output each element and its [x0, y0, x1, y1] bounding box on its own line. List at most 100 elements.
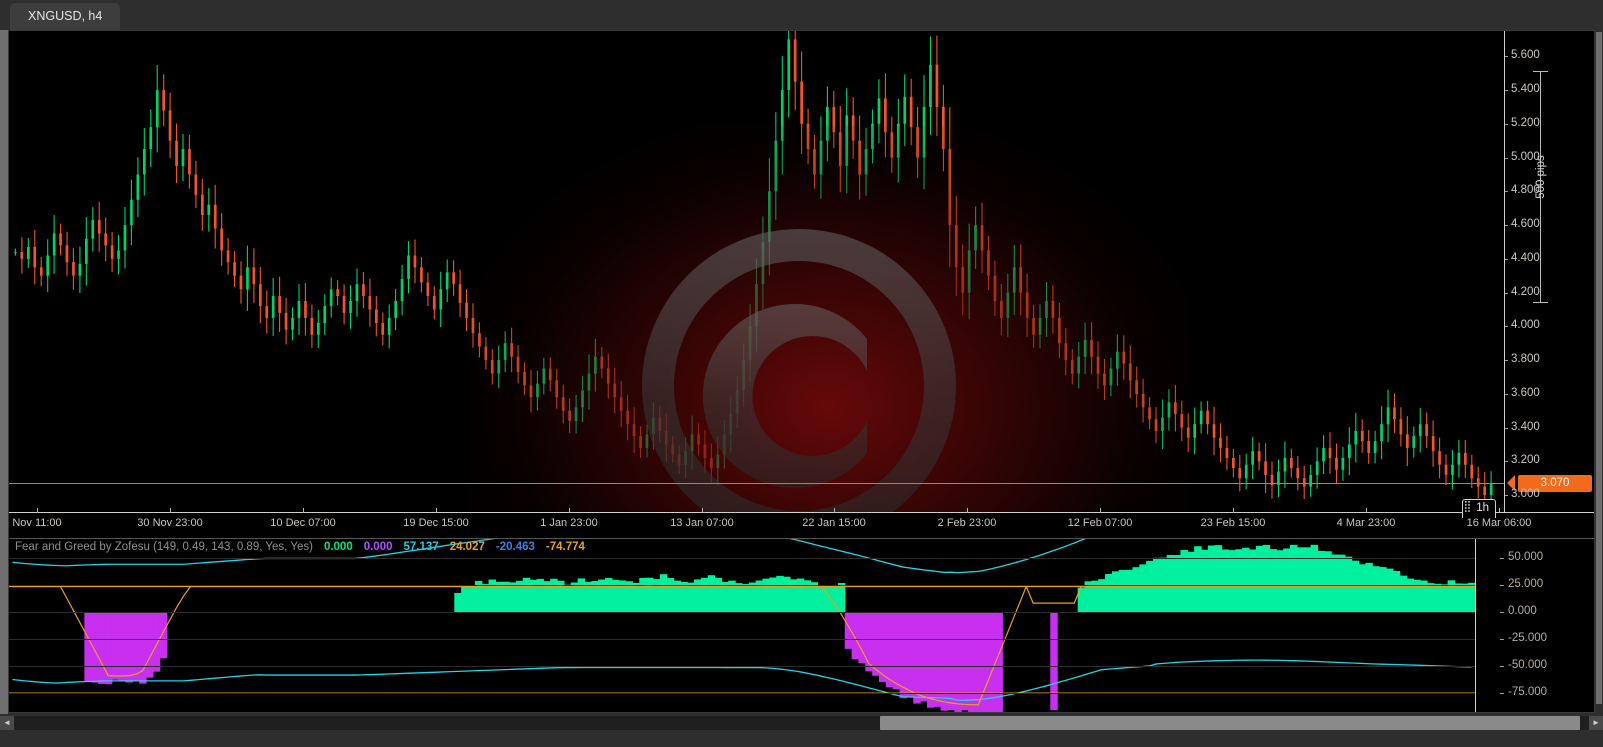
time-tick-label: 10 Dec 07:00 [270, 517, 336, 529]
indicator-tick-label: -50.000 [1508, 659, 1548, 671]
time-tick-label: 30 Nov 23:00 [137, 517, 203, 529]
time-tick-label: 23 Feb 15:00 [1200, 517, 1266, 529]
left-edge-strip [0, 30, 8, 714]
indicator-tick-label: 25.000 [1508, 578, 1544, 590]
indicator-value-3: 57.137 [403, 541, 439, 553]
indicator-values: 0.000 0.000 57.137 24.027 -20.463 -74.774 [313, 541, 585, 553]
time-tick-label: 1 Jan 23:00 [540, 517, 598, 529]
scroll-left-arrow[interactable]: ◄ [0, 716, 14, 730]
indicator-value-5: -20.463 [495, 541, 535, 553]
indicator-tick-mark [1500, 558, 1504, 559]
pips-measure-bracket: 500 pips [1529, 71, 1551, 303]
price-tick-label: 3.600 [1511, 387, 1540, 399]
indicator-value-4: 24.027 [449, 541, 485, 553]
time-tick-mark [170, 508, 171, 513]
price-tick-label: 3.400 [1511, 421, 1540, 433]
time-tick-mark [1100, 508, 1101, 513]
price-tick-mark [1505, 124, 1508, 125]
price-tick-mark [1505, 225, 1508, 226]
price-tick-label: 3.000 [1511, 488, 1540, 500]
indicator-gridline [9, 639, 1475, 640]
price-tick-mark [1505, 394, 1508, 395]
vertical-scrollbar[interactable] [1595, 0, 1603, 714]
vertical-scrollbar-thumb[interactable] [1596, 32, 1602, 704]
price-tick-label: 5.400 [1511, 83, 1540, 95]
price-pane[interactable]: 500 pips 3.070 5.600 5.400 5.200 5.000 4.800… [9, 31, 1594, 512]
scrollbar-thumb[interactable] [880, 716, 1580, 730]
indicator-value-1: 0.000 [323, 541, 353, 553]
time-tick-label: 13 Jan 07:00 [670, 517, 734, 529]
time-tick-mark [1366, 508, 1367, 513]
time-tick-mark [303, 508, 304, 513]
indicator-value-axis[interactable]: 50.000 25.000 0.000 -25.000 -50.000 -75.000 [1500, 539, 1594, 712]
chart-tabbar: XNGUSD, h4 [0, 0, 1603, 30]
time-tick-mark [1499, 508, 1500, 513]
price-tag-arrow [1507, 475, 1515, 491]
pips-bracket-label: 500 pips [1535, 155, 1547, 199]
fear-greed-series [9, 539, 1475, 712]
price-tick-mark [1505, 293, 1508, 294]
price-tick-label: 5.200 [1511, 117, 1540, 129]
time-tick-mark [967, 508, 968, 513]
time-axis[interactable]: 1h Nov 11:00 30 Nov 23:00 10 Dec 07:00 19 D… [9, 499, 1594, 538]
time-tick-label: Nov 11:00 [12, 517, 62, 529]
price-tick-label: 4.800 [1511, 184, 1540, 196]
timeframe-button-label: 1h [1476, 502, 1489, 514]
indicator-gridline [9, 612, 1475, 613]
time-tick-label: 19 Dec 15:00 [403, 517, 469, 529]
time-tick-mark [702, 508, 703, 513]
horizontal-scrollbar[interactable]: ◄ ► [0, 714, 1603, 732]
indicator-tick-mark [1500, 693, 1504, 694]
drag-grip-icon [1465, 501, 1471, 512]
indicator-tick-label: 50.000 [1508, 551, 1544, 563]
indicator-axis-line [1475, 539, 1504, 712]
indicator-gridline [9, 558, 1475, 559]
time-tick-label: 22 Jan 15:00 [802, 517, 866, 529]
price-plot-area[interactable] [9, 31, 1504, 512]
price-tick-mark [1505, 326, 1508, 327]
time-tick-label: 4 Mar 23:00 [1336, 517, 1396, 529]
indicator-tick-mark [1500, 639, 1504, 640]
price-tick-mark [1505, 158, 1508, 159]
price-tick-label: 4.000 [1511, 319, 1540, 331]
price-tick-mark [1505, 259, 1508, 260]
chart-tab-xngusd-h4[interactable]: XNGUSD, h4 [10, 3, 121, 30]
price-tick-label: 3.200 [1511, 454, 1540, 466]
indicator-pane[interactable]: Fear and Greed by Zofesu (149, 0.49, 143… [9, 538, 1594, 712]
indicator-tick-mark [1500, 585, 1504, 586]
price-axis[interactable]: 500 pips 3.070 5.600 5.400 5.200 5.000 4.800… [1504, 31, 1594, 512]
price-tick-mark [1505, 90, 1508, 91]
current-price-tag: 3.070 [1518, 475, 1592, 492]
candlestick-series [14, 31, 1493, 510]
chart-frame: 500 pips 3.070 5.600 5.400 5.200 5.000 4.800… [8, 30, 1595, 713]
price-tick-label: 4.200 [1511, 286, 1540, 298]
scroll-right-arrow[interactable]: ► [1589, 716, 1603, 730]
indicator-value-6: -74.774 [545, 541, 585, 553]
timeframe-indicator-button[interactable]: 1h [1462, 499, 1496, 518]
indicator-gridline [9, 693, 1475, 694]
time-tick-mark [37, 508, 38, 513]
price-tick-mark [1505, 56, 1508, 57]
price-tick-label: 4.600 [1511, 218, 1540, 230]
time-tick-mark [1233, 508, 1234, 513]
current-price-line [9, 483, 1504, 484]
indicator-gridline [9, 585, 1475, 586]
time-tick-mark [569, 508, 570, 513]
price-tick-mark [1505, 360, 1508, 361]
indicator-name: Fear and Greed by Zofesu (149, 0.49, 143… [15, 541, 313, 553]
time-tick-mark [436, 508, 437, 513]
indicator-tick-label: -75.000 [1508, 686, 1548, 698]
price-tick-mark [1505, 495, 1508, 496]
time-tick-label: 16 Mar 06:00 [1466, 517, 1532, 529]
price-tick-mark [1505, 461, 1508, 462]
price-tick-mark [1505, 428, 1508, 429]
price-tick-label: 5.600 [1511, 49, 1540, 61]
indicator-gridline [9, 666, 1475, 667]
price-tick-mark [1505, 191, 1508, 192]
indicator-value-2: 0.000 [363, 541, 393, 553]
time-tick-mark [834, 508, 835, 513]
indicator-plot-area[interactable] [9, 539, 1475, 712]
indicator-title-row: Fear and Greed by Zofesu (149, 0.49, 143… [15, 541, 585, 553]
price-tick-label: 5.000 [1511, 151, 1540, 163]
